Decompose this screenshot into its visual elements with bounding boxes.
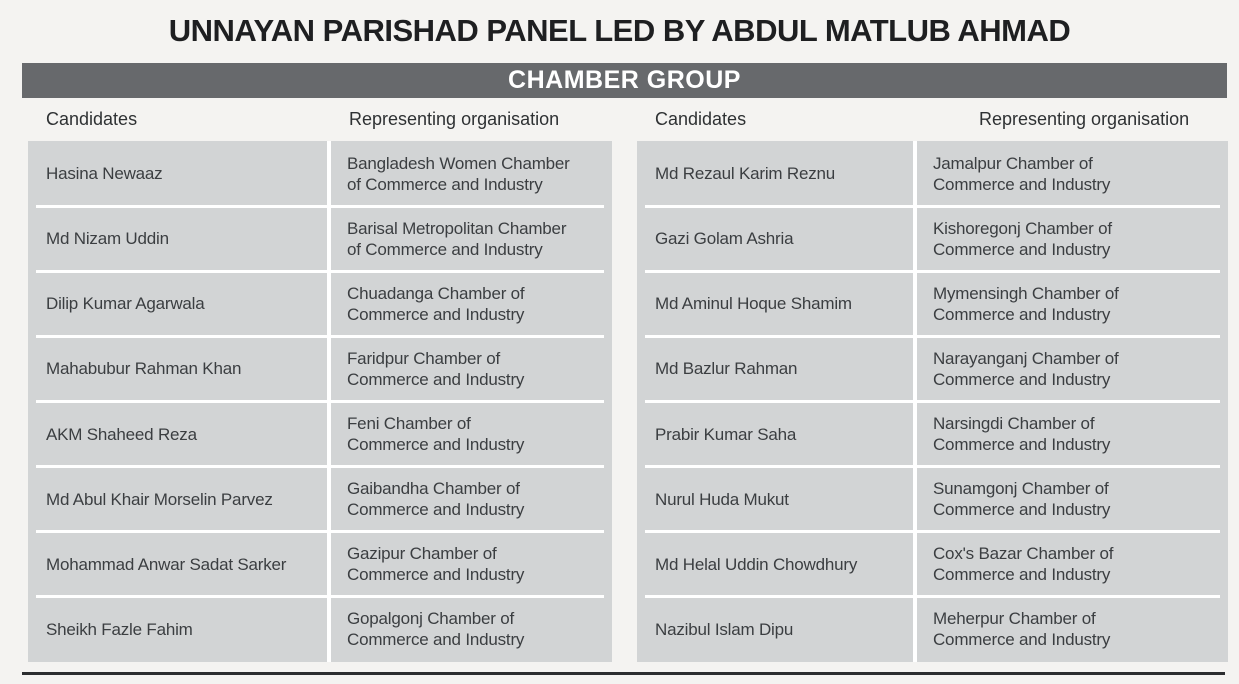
candidate-cell: Md Bazlur Rahman [655, 359, 798, 379]
chamber-table-right: Candidates Representing organisation Md … [637, 98, 1228, 662]
organisation-cell: Meherpur Chamber of Commerce and Industr… [932, 609, 1111, 650]
table-row: AKM Shaheed Reza Feni Chamber of Commerc… [28, 399, 612, 467]
candidate-cell: Dilip Kumar Agarwala [46, 294, 205, 314]
table-row: Md Aminul Hoque Shamim Mymensingh Chambe… [637, 269, 1228, 336]
organisation-cell: Sunamgonj Chamber of Commerce and Indust… [932, 479, 1111, 520]
organisation-cell: Barisal Metropolitan Chamber of Commerce… [347, 218, 567, 259]
tables-container: Candidates Representing organisation Has… [28, 98, 1228, 662]
organisation-cell: Narsingdi Chamber of Commerce and Indust… [932, 414, 1111, 455]
column-headers-right: Candidates Representing organisation [637, 98, 1228, 141]
table-row: Md Rezaul Karim Reznu Jamalpur Chamber o… [637, 141, 1228, 206]
organisation-cell: Faridpur Chamber of Commerce and Industr… [347, 348, 525, 389]
chamber-table-left: Candidates Representing organisation Has… [28, 98, 612, 662]
table-row: Md Helal Uddin Chowdhury Cox's Bazar Cha… [637, 530, 1228, 597]
table-body-left: Hasina Newaaz Bangladesh Women Chamber o… [28, 141, 612, 662]
page-title: UNNAYAN PARISHAD PANEL LED BY ABDUL MATL… [168, 13, 1071, 48]
group-header-bar: CHAMBER GROUP [22, 63, 1227, 98]
column-headers-left: Candidates Representing organisation [28, 98, 612, 141]
organisation-cell: Kishoregonj Chamber of Commerce and Indu… [932, 218, 1112, 259]
table-row: Nazibul Islam Dipu Meherpur Chamber of C… [637, 595, 1228, 662]
candidate-cell: Prabir Kumar Saha [655, 424, 797, 444]
table-row: Sheikh Fazle Fahim Gopalgonj Chamber of … [28, 595, 612, 662]
candidate-cell: AKM Shaheed Reza [46, 424, 197, 444]
table-row: Md Abul Khair Morselin Parvez Gaibandha … [28, 465, 612, 532]
organisation-cell: Gazipur Chamber of Commerce and Industry [347, 544, 525, 585]
candidate-cell: Hasina Newaaz [46, 164, 163, 184]
table-row: Md Bazlur Rahman Narayanganj Chamber of … [637, 334, 1228, 401]
table-row: Md Nizam Uddin Barisal Metropolitan Cham… [28, 204, 612, 271]
table-row: Nurul Huda Mukut Sunamgonj Chamber of Co… [637, 465, 1228, 532]
candidate-cell: Mohammad Anwar Sadat Sarker [46, 554, 287, 574]
candidate-cell: Gazi Golam Ashria [655, 229, 794, 249]
organisation-cell: Chuadanga Chamber of Commerce and Indust… [347, 283, 525, 324]
table-row: Mahabubur Rahman Khan Faridpur Chamber o… [28, 334, 612, 401]
organisation-cell: Bangladesh Women Chamber of Commerce and… [347, 153, 570, 194]
organisation-cell: Feni Chamber of Commerce and Industry [347, 414, 525, 455]
table-row: Gazi Golam Ashria Kishoregonj Chamber of… [637, 204, 1228, 271]
candidate-cell: Nurul Huda Mukut [655, 489, 789, 509]
candidate-cell: Nazibul Islam Dipu [655, 619, 794, 639]
candidate-cell: Md Helal Uddin Chowdhury [655, 554, 858, 574]
group-header-label: CHAMBER GROUP [508, 66, 741, 94]
candidate-cell: Md Aminul Hoque Shamim [655, 294, 852, 314]
candidate-cell: Md Nizam Uddin [46, 229, 169, 249]
table-body-right: Md Rezaul Karim Reznu Jamalpur Chamber o… [637, 141, 1228, 662]
candidate-cell: Mahabubur Rahman Khan [46, 359, 242, 379]
candidate-cell: Md Abul Khair Morselin Parvez [46, 489, 273, 509]
organisation-cell: Gaibandha Chamber of Commerce and Indust… [347, 479, 525, 520]
table-row: Hasina Newaaz Bangladesh Women Chamber o… [28, 141, 612, 206]
candidate-cell: Sheikh Fazle Fahim [46, 619, 193, 639]
column-header-candidates: Candidates [655, 109, 747, 129]
table-row: Dilip Kumar Agarwala Chuadanga Chamber o… [28, 269, 612, 336]
column-header-organisation: Representing organisation [349, 109, 560, 129]
organisation-cell: Mymensingh Chamber of Commerce and Indus… [932, 283, 1119, 324]
organisation-cell: Cox's Bazar Chamber of Commerce and Indu… [932, 544, 1114, 585]
organisation-cell: Jamalpur Chamber of Commerce and Industr… [932, 153, 1111, 194]
bottom-rule [22, 672, 1225, 675]
organisation-cell: Narayanganj Chamber of Commerce and Indu… [932, 348, 1119, 389]
table-row: Mohammad Anwar Sadat Sarker Gazipur Cham… [28, 530, 612, 597]
table-row: Prabir Kumar Saha Narsingdi Chamber of C… [637, 399, 1228, 467]
column-header-candidates: Candidates [46, 109, 138, 129]
column-header-organisation: Representing organisation [978, 109, 1190, 129]
organisation-cell: Gopalgonj Chamber of Commerce and Indust… [347, 609, 525, 650]
candidate-cell: Md Rezaul Karim Reznu [655, 164, 836, 184]
